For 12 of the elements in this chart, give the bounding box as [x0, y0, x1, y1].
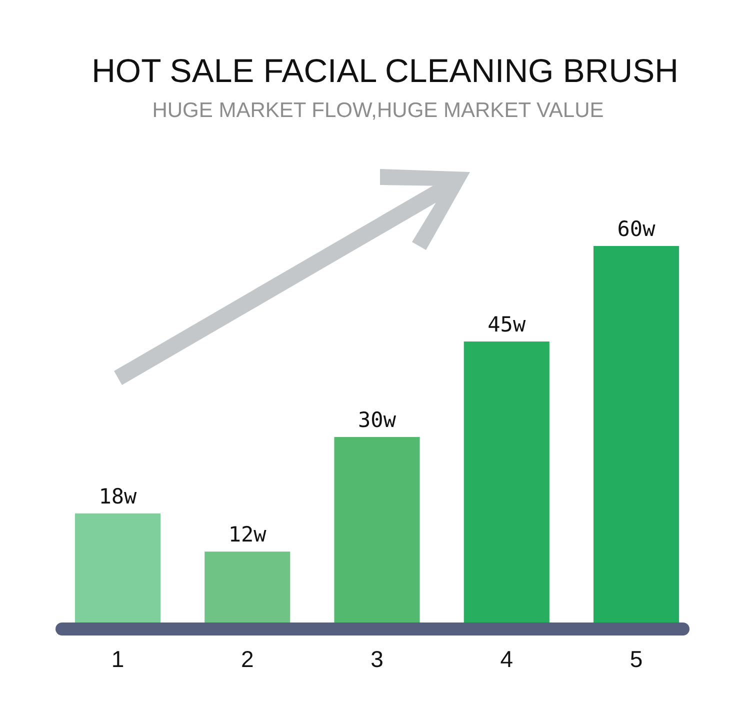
x-tick-label: 4: [500, 646, 514, 672]
x-tick-label: 2: [240, 646, 254, 672]
x-tick-label: 5: [630, 646, 643, 672]
data-label: 30w: [358, 408, 396, 432]
chart-subtitle: HUGE MARKET FLOW,HUGE MARKET VALUE: [152, 99, 604, 122]
x-tick-label: 1: [111, 646, 124, 672]
data-label: 45w: [488, 312, 526, 336]
data-label: 18w: [98, 484, 138, 508]
chart-title: HOT SALE FACIAL CLEANING BRUSH: [92, 52, 678, 89]
data-label: 12w: [228, 522, 267, 547]
data-label: 60w: [617, 217, 656, 241]
x-tick-label: 3: [370, 646, 384, 672]
